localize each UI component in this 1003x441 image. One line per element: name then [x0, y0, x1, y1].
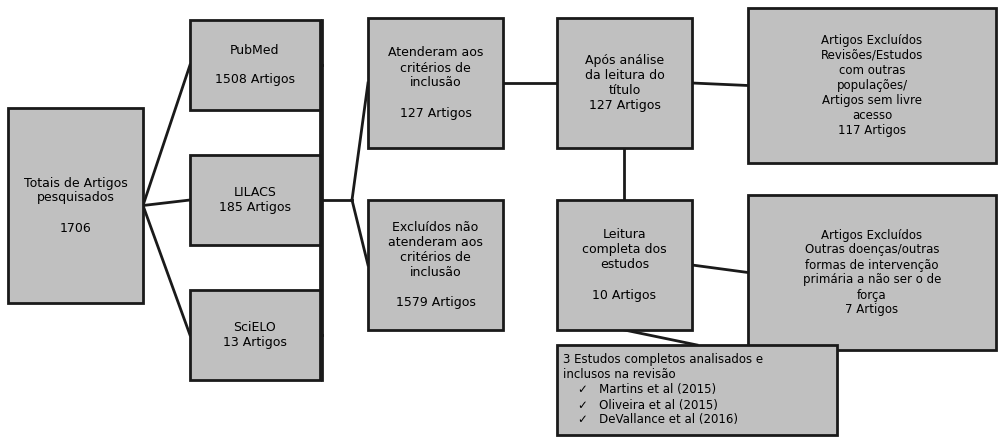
FancyBboxPatch shape	[190, 20, 320, 110]
Text: Excluídos não
atenderam aos
critérios de
inclusão

1579 Artigos: Excluídos não atenderam aos critérios de…	[388, 221, 482, 309]
Text: PubMed

1508 Artigos: PubMed 1508 Artigos	[215, 44, 295, 86]
Text: Artigos Excluídos
Revisões/Estudos
com outras
populações/
Artigos sem livre
aces: Artigos Excluídos Revisões/Estudos com o…	[820, 34, 923, 137]
FancyBboxPatch shape	[557, 200, 691, 330]
FancyBboxPatch shape	[190, 290, 320, 380]
Text: Após análise
da leitura do
título
127 Artigos: Após análise da leitura do título 127 Ar…	[584, 54, 664, 112]
Text: Artigos Excluídos
Outras doenças/outras
formas de intervenção
primária a não ser: Artigos Excluídos Outras doenças/outras …	[802, 228, 940, 317]
FancyBboxPatch shape	[190, 155, 320, 245]
FancyBboxPatch shape	[8, 108, 142, 303]
FancyBboxPatch shape	[747, 195, 995, 350]
Text: 3 Estudos completos analisados e
inclusos na revisão
    ✓   Martins et al (2015: 3 Estudos completos analisados e incluso…	[563, 354, 762, 426]
Text: Totais de Artigos
pesquisados

1706: Totais de Artigos pesquisados 1706	[24, 176, 127, 235]
FancyBboxPatch shape	[747, 8, 995, 163]
Text: Atenderam aos
critérios de
inclusão

127 Artigos: Atenderam aos critérios de inclusão 127 …	[387, 46, 482, 120]
Text: LILACS
185 Artigos: LILACS 185 Artigos	[219, 186, 291, 214]
Text: SciELO
13 Artigos: SciELO 13 Artigos	[223, 321, 287, 349]
FancyBboxPatch shape	[557, 345, 837, 435]
FancyBboxPatch shape	[557, 18, 691, 148]
Text: Leitura
completa dos
estudos

10 Artigos: Leitura completa dos estudos 10 Artigos	[582, 228, 666, 302]
FancyBboxPatch shape	[368, 200, 503, 330]
FancyBboxPatch shape	[368, 18, 503, 148]
